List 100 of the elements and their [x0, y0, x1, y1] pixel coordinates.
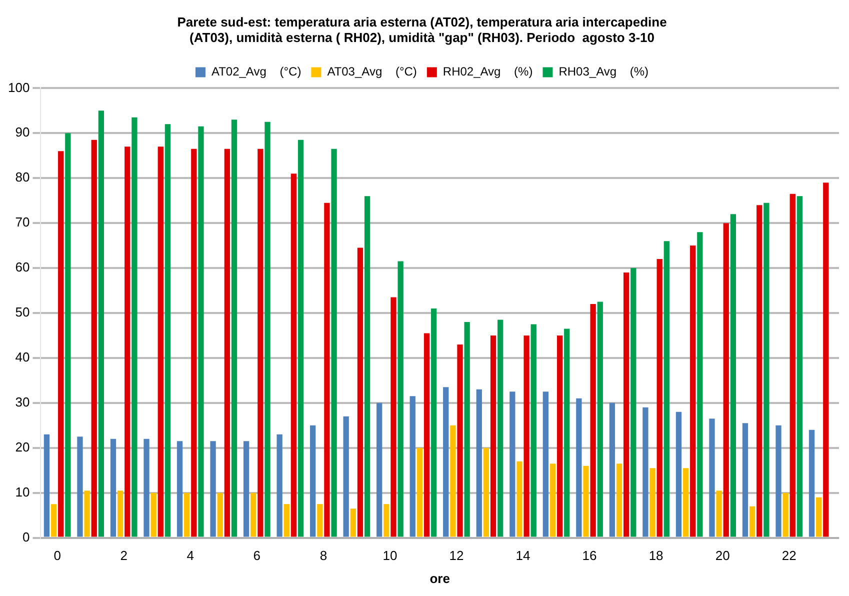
bar	[730, 214, 736, 537]
bar	[723, 223, 729, 537]
bar	[597, 302, 603, 537]
bar	[583, 466, 589, 537]
y-tick-label: 100	[8, 80, 30, 95]
x-tick-label: 20	[715, 548, 730, 564]
bar	[709, 418, 715, 537]
bar	[317, 504, 323, 537]
bar	[243, 441, 250, 537]
bar	[490, 335, 496, 537]
y-tick-label: 0	[22, 529, 30, 544]
bar	[376, 402, 382, 537]
bar	[324, 202, 330, 537]
bar	[616, 464, 622, 537]
bar	[343, 416, 349, 537]
bar	[258, 148, 264, 537]
x-tick-label: 6	[253, 548, 261, 564]
bar	[823, 182, 829, 537]
bar	[250, 492, 256, 537]
bar	[184, 492, 190, 537]
bar	[656, 259, 662, 537]
bar	[264, 122, 270, 537]
bar	[224, 148, 230, 537]
bar	[416, 448, 423, 537]
bar	[410, 396, 416, 537]
bar	[84, 490, 90, 537]
bar	[44, 434, 50, 537]
legend-label: RH02_Avg (%)	[442, 64, 533, 79]
bar	[742, 423, 748, 537]
bar	[642, 407, 648, 537]
bar	[191, 148, 197, 537]
bar	[450, 425, 456, 537]
bar	[782, 492, 788, 537]
bar	[231, 120, 238, 537]
legend-label: RH03_Avg (%)	[558, 64, 649, 79]
bar	[357, 248, 364, 537]
bar	[110, 438, 116, 537]
bar	[210, 441, 216, 537]
x-tick-label: 4	[186, 548, 194, 564]
bar	[697, 232, 703, 537]
bar	[290, 174, 297, 537]
bar	[716, 490, 722, 537]
bar	[132, 117, 138, 537]
bar	[158, 146, 164, 537]
bar	[630, 268, 636, 537]
y-tick-label: 20	[15, 439, 30, 454]
bar	[150, 492, 156, 537]
y-tick-label: 40	[15, 350, 30, 365]
bar	[676, 412, 682, 537]
bar	[476, 389, 482, 537]
bar	[624, 272, 630, 537]
bar	[331, 148, 337, 537]
legend-label: AT02_Avg (°C)	[211, 64, 302, 79]
x-tick-label: 14	[516, 548, 530, 564]
bar	[564, 328, 570, 537]
x-tick-label: 2	[120, 548, 128, 564]
bar	[117, 490, 124, 537]
bar	[164, 124, 171, 537]
x-tick-label: 16	[582, 548, 597, 564]
x-tick-label: 0	[54, 548, 61, 564]
y-tick-label: 90	[15, 124, 30, 140]
bar	[550, 464, 556, 537]
bar	[542, 392, 548, 537]
bar	[816, 497, 822, 537]
bar	[176, 441, 183, 537]
bar	[124, 146, 130, 537]
x-tick-label: 10	[382, 548, 398, 564]
bar	[764, 202, 770, 537]
bar	[310, 425, 316, 537]
bar	[384, 504, 390, 537]
y-tick-label: 80	[15, 170, 30, 185]
bar	[398, 261, 404, 537]
bar	[424, 333, 430, 537]
bar	[756, 205, 762, 537]
bar	[77, 436, 83, 537]
bar	[443, 387, 449, 537]
bar	[50, 504, 57, 537]
bar	[144, 438, 150, 537]
bar	[510, 392, 516, 537]
bar	[498, 320, 504, 537]
bar	[682, 468, 689, 537]
bar	[91, 140, 97, 537]
bar	[609, 402, 616, 537]
legend-label: AT03_Avg (°C)	[327, 64, 417, 79]
bar	[808, 430, 815, 537]
text: (AT03), umidità esterna ( RH02), umidità "gap" (RH03). Periodo agosto 3-10	[190, 30, 654, 45]
bar	[650, 468, 656, 537]
bar	[690, 246, 696, 537]
bar	[276, 434, 282, 537]
y-tick-label: 50	[15, 304, 30, 320]
bar	[198, 126, 204, 537]
bar	[749, 506, 756, 537]
x-tick-label: 12	[449, 548, 464, 564]
bar	[58, 151, 64, 537]
y-tick-label: 70	[15, 214, 30, 230]
text: Parete sud-est: temperatura aria esterna (AT02), temperatura aria intercapedine	[177, 14, 667, 30]
bar	[457, 344, 463, 537]
bar	[530, 324, 536, 537]
bar	[284, 504, 290, 537]
x-tick-label: 22	[782, 548, 796, 564]
